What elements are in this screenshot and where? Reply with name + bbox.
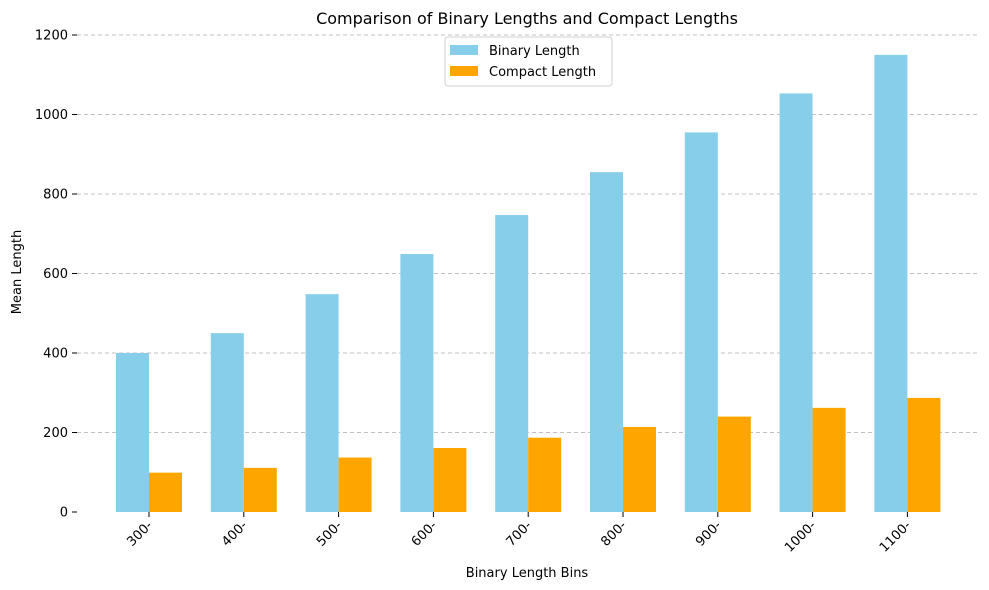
y-tick-label: 600 [43,267,68,282]
legend-swatch [450,66,478,76]
y-tick-label: 1000 [35,108,68,123]
binary-length-bar [874,54,908,512]
binary-length-bar [779,93,813,513]
binary-length-bar [210,333,244,512]
bars [116,54,941,513]
x-tick-label: 300- [124,518,156,550]
compact-length-bar [149,472,182,512]
y-tick-label: 400 [43,347,68,362]
compact-length-bar [338,457,372,512]
compact-length-bar [907,397,941,512]
legend-label: Compact Length [489,65,596,80]
compact-length-bar [623,426,656,512]
compact-length-bar [717,416,751,512]
y-tick-label: 1200 [35,29,68,44]
compact-length-bar [243,467,277,512]
y-tick-label: 800 [43,188,68,203]
binary-length-bar [400,254,434,512]
chart-title: Comparison of Binary Lengths and Compact… [316,9,738,28]
y-axis: 0 200 400 600 800 1000 1200 [35,29,77,521]
y-tick-label: 0 [60,506,68,521]
legend-swatch [450,45,478,55]
binary-length-bar [495,215,529,512]
x-tick-label: 800- [598,518,630,550]
x-tick-label: 400- [219,518,251,550]
x-tick-label: 700- [504,518,536,550]
legend: Binary Length Compact Length [444,36,613,87]
compact-length-bar [528,437,562,512]
x-tick-label: 900- [693,518,725,550]
binary-length-bar [305,294,339,512]
legend-box [444,36,613,87]
binary-length-bar [116,353,149,512]
compact-length-bar [812,407,846,512]
x-tick-label: 600- [409,518,441,550]
compact-length-bar [433,448,467,512]
y-tick-label: 200 [43,426,68,441]
x-tick-label: 1100- [877,518,915,556]
y-axis-label: Mean Length [10,230,25,314]
x-tick-label: 1000- [782,518,820,556]
legend-label: Binary Length [489,44,580,59]
binary-length-bar [684,132,718,512]
binary-length-bar [590,172,623,512]
x-tick-label: 500- [314,518,346,550]
x-axis-label: Binary Length Bins [466,566,589,581]
x-axis: 300- 400- 500- 600- 700- 800- 900- 1000- 1100- [124,512,914,556]
